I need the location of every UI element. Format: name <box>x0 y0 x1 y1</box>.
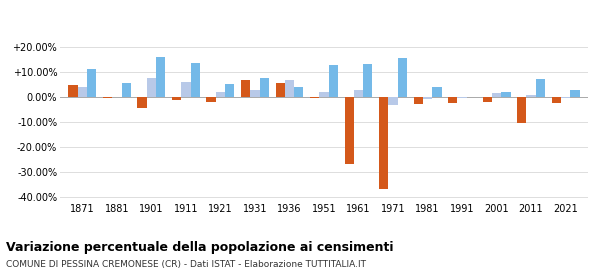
Bar <box>172 97 181 101</box>
Bar <box>191 63 200 97</box>
Bar <box>388 97 398 105</box>
Bar <box>147 78 156 97</box>
Bar <box>137 97 147 108</box>
Bar <box>156 57 166 97</box>
Bar <box>551 97 561 103</box>
Bar <box>250 90 260 97</box>
Bar <box>260 78 269 97</box>
Bar <box>310 97 319 98</box>
Bar <box>329 66 338 97</box>
Bar <box>379 97 388 189</box>
Bar <box>103 97 112 98</box>
Bar <box>285 80 294 97</box>
Bar <box>294 87 304 97</box>
Bar <box>517 97 526 123</box>
Bar <box>241 80 250 97</box>
Bar <box>457 97 467 98</box>
Bar <box>354 90 363 97</box>
Bar <box>225 84 235 97</box>
Bar <box>492 93 501 97</box>
Bar <box>398 58 407 97</box>
Bar <box>68 85 78 97</box>
Bar <box>319 92 329 97</box>
Bar <box>206 97 216 102</box>
Bar <box>275 83 285 97</box>
Bar <box>536 79 545 97</box>
Bar <box>448 97 457 103</box>
Bar <box>501 92 511 97</box>
Bar <box>432 87 442 97</box>
Bar <box>482 97 492 102</box>
Text: COMUNE DI PESSINA CREMONESE (CR) - Dati ISTAT - Elaborazione TUTTITALIA.IT: COMUNE DI PESSINA CREMONESE (CR) - Dati … <box>6 260 366 269</box>
Bar <box>122 83 131 97</box>
Bar <box>570 90 580 97</box>
Bar <box>181 82 191 97</box>
Bar <box>87 69 97 97</box>
Bar <box>363 64 373 97</box>
Bar <box>78 87 87 97</box>
Bar <box>344 97 354 164</box>
Bar <box>413 97 423 104</box>
Text: Variazione percentuale della popolazione ai censimenti: Variazione percentuale della popolazione… <box>6 241 394 254</box>
Bar <box>561 97 570 98</box>
Bar <box>526 95 536 97</box>
Legend: Pessina Cremonese, Provincia di CR, Lombardia: Pessina Cremonese, Provincia di CR, Lomb… <box>149 0 499 1</box>
Bar <box>423 97 432 99</box>
Bar <box>216 92 225 97</box>
